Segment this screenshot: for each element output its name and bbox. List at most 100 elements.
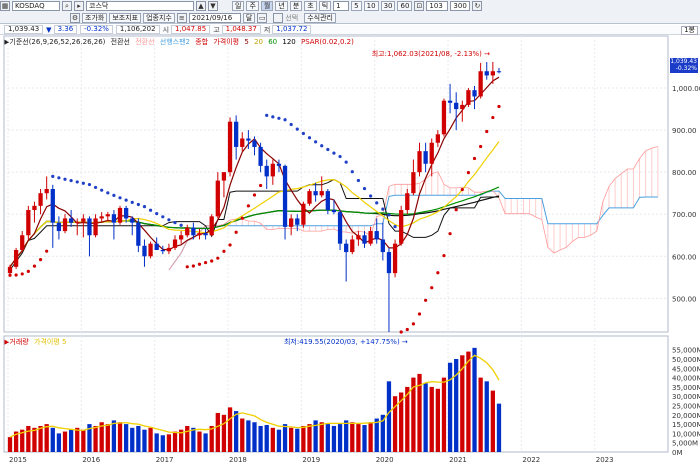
legend-price-ma[interactable]: 가격이평 xyxy=(213,38,240,46)
volume-bar xyxy=(142,429,147,452)
search-icon[interactable]: ⌕ xyxy=(62,1,72,11)
calendar-button[interactable]: 달 xyxy=(242,13,256,23)
psar-dot xyxy=(258,183,263,188)
volume-bar xyxy=(411,377,416,452)
candle-body xyxy=(240,138,245,147)
lock-icon[interactable]: ⊡ xyxy=(414,1,425,11)
candle-body xyxy=(154,243,159,250)
current-price-tag: 1,039.43 -0.32% xyxy=(670,58,698,73)
select-checkbox[interactable] xyxy=(273,13,284,23)
period-week-button[interactable]: 주 xyxy=(246,1,259,11)
candle-body xyxy=(411,172,416,194)
grid-icon[interactable]: ▦ xyxy=(0,1,10,11)
volume-bar xyxy=(68,429,74,452)
legend-combined[interactable]: 종합 xyxy=(195,38,209,46)
refresh-icon[interactable]: ↻ xyxy=(472,1,483,11)
arrow-down-icon[interactable]: ▼ xyxy=(208,1,218,11)
volume-bar xyxy=(319,422,324,452)
list-icon[interactable]: ≡ xyxy=(176,13,187,23)
legend-ma20[interactable]: 20 xyxy=(254,38,263,46)
volume-axis-label: 30,000M xyxy=(672,393,700,401)
candle-body xyxy=(276,163,282,166)
volume-bar xyxy=(123,424,129,452)
volume-bar xyxy=(331,425,337,452)
volume-axis-label: 40,000M xyxy=(672,375,700,383)
psar-dot xyxy=(491,115,495,120)
candle-body xyxy=(405,193,410,211)
psar-dot xyxy=(411,322,416,326)
volume-bar xyxy=(209,425,214,452)
volume-bar xyxy=(26,425,31,452)
psar-dot xyxy=(314,140,318,144)
volume-bar xyxy=(117,422,123,452)
volume-axis-label: 15,000M xyxy=(672,421,700,429)
candle-body xyxy=(38,193,43,206)
period-second-button[interactable]: 초 xyxy=(304,1,317,11)
candle-body xyxy=(185,227,190,236)
psar-dot xyxy=(197,262,202,266)
bookmark-icon[interactable]: ▸ xyxy=(74,1,84,11)
lookup-button[interactable]: 조가화 xyxy=(82,13,108,23)
volume-bar xyxy=(374,418,379,452)
volume-bar xyxy=(81,429,86,452)
volume-bar xyxy=(227,407,233,452)
candle-body xyxy=(374,231,379,240)
legend-ma120[interactable]: 120 xyxy=(282,38,296,46)
date-input[interactable]: 2021/09/16 xyxy=(188,13,241,23)
legend-volume-ma[interactable]: 가격이평 5 xyxy=(33,338,67,346)
legend-tenkan-2[interactable]: 전환선 xyxy=(135,38,155,46)
psar-dot xyxy=(45,249,49,253)
display-icon[interactable]: ▭ xyxy=(257,13,268,23)
volume-bar xyxy=(172,431,178,452)
volume-bar xyxy=(240,418,245,452)
quote-volume: 1,106,202 xyxy=(115,25,160,34)
candle-body xyxy=(258,146,263,166)
legend-psar[interactable]: PSAR(0.02,0.2) xyxy=(300,38,354,46)
volume-bar xyxy=(38,425,43,452)
legend-ma60[interactable]: 60 xyxy=(268,38,278,46)
candle-body xyxy=(56,222,62,232)
interval-5-button[interactable]: 5 xyxy=(351,1,362,11)
candle-body xyxy=(350,239,355,253)
industry-index-button[interactable]: 업종지수 xyxy=(143,13,175,23)
candle-body xyxy=(179,235,184,240)
legend-span2[interactable]: 선행스팬2 xyxy=(159,38,190,46)
psar-dot xyxy=(417,312,422,316)
minute-input[interactable]: 1 xyxy=(333,1,350,11)
psar-dot xyxy=(295,127,299,131)
count-input[interactable]: 103 xyxy=(426,1,449,11)
formula-manager-button[interactable]: 수식관리 xyxy=(304,13,336,23)
period-day-button[interactable]: 일 xyxy=(232,1,245,11)
interval-30-button[interactable]: 30 xyxy=(380,1,396,11)
psar-dot xyxy=(289,122,293,127)
interval-10-button[interactable]: 10 xyxy=(363,1,379,11)
interval-60-button[interactable]: 60 xyxy=(397,1,413,11)
psar-dot xyxy=(173,221,177,225)
period-tick-button[interactable]: 틱 xyxy=(318,1,332,11)
psar-dot xyxy=(20,272,24,276)
period-minute-button[interactable]: 분 xyxy=(289,1,303,11)
period-year-button[interactable]: 년 xyxy=(275,1,288,11)
period-month-button[interactable]: 월 xyxy=(260,1,274,11)
psar-dot xyxy=(344,160,348,164)
label-high: 시 xyxy=(162,25,170,34)
psar-dot xyxy=(222,249,226,253)
candle-body xyxy=(252,140,257,147)
quote-bar: 1,039.43 ▼ 3.36 -0.32% 1,106,202 시 1,047… xyxy=(0,25,700,35)
psar-dot xyxy=(265,113,269,117)
psar-dot xyxy=(112,193,116,197)
legend-tenkan[interactable]: 전환선 xyxy=(110,38,130,46)
time-axis-label: 2017 xyxy=(156,456,174,464)
legend-kijun[interactable]: ▶기준선(26,9,26,52,26,26,26) xyxy=(4,38,106,46)
legend-ma5[interactable]: 5 xyxy=(244,38,249,46)
indicator-button[interactable]: 보조지표 xyxy=(109,13,142,23)
arrow-up-icon[interactable]: ▲ xyxy=(196,1,206,11)
candle-unit-button[interactable]: 1봉 xyxy=(681,26,698,35)
volume-bar xyxy=(417,373,422,452)
legend-volume[interactable]: ▶거래량 xyxy=(4,338,29,346)
candle-body xyxy=(429,142,434,164)
symbol-code-input[interactable]: KOSDAQ xyxy=(12,1,60,11)
settings-icon[interactable]: ⚙ xyxy=(70,13,80,23)
price-axis-label: 900.00 xyxy=(672,127,697,135)
